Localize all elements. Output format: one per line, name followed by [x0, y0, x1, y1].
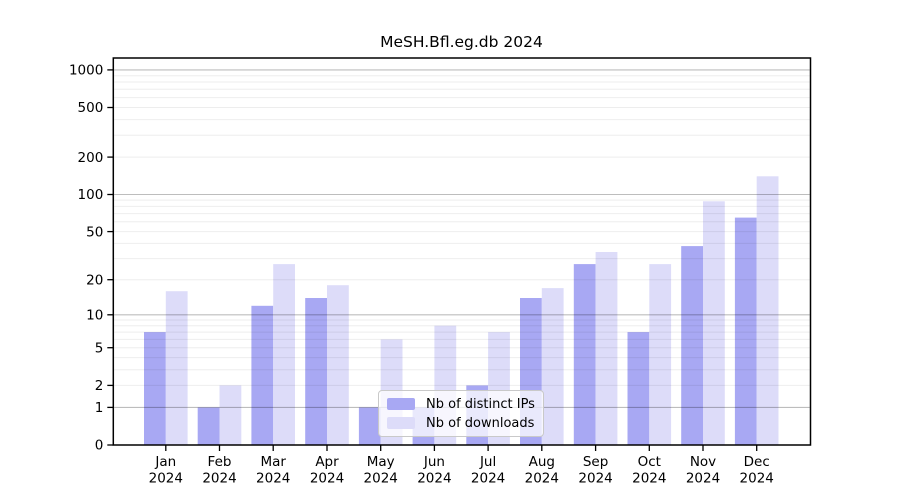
bar-downloads-apr-2024: [327, 285, 349, 445]
bar-distinct-ips-dec-2024: [734, 217, 757, 445]
y-tick-label-0: 0: [95, 438, 104, 454]
legend-swatch-downloads: [387, 417, 415, 429]
bar-downloads-aug-2024: [541, 288, 564, 445]
bar-downloads-oct-2024: [649, 264, 672, 445]
bar-distinct-ips-apr-2024: [305, 298, 327, 445]
x-tick-label-month-aug-2024: Aug: [529, 454, 555, 470]
x-tick-label-year-may-2024: 2024: [364, 471, 398, 487]
y-tick-label-100: 100: [78, 187, 104, 203]
x-tick-label-month-mar-2024: Mar: [260, 454, 286, 470]
x-tick-label-month-jul-2024: Jul: [479, 454, 496, 470]
x-tick-label-year-mar-2024: 2024: [256, 471, 290, 487]
bar-distinct-ips-may-2024: [358, 407, 381, 445]
bar-downloads-mar-2024: [273, 264, 295, 445]
legend-swatch-distinct-ips: [387, 398, 415, 410]
x-tick-label-year-oct-2024: 2024: [632, 471, 666, 487]
x-tick-label-year-nov-2024: 2024: [686, 471, 720, 487]
x-tick-label-month-feb-2024: Feb: [208, 454, 232, 470]
chart-title: MeSH.Bfl.eg.db 2024: [380, 33, 543, 51]
y-tick-label-10: 10: [86, 308, 103, 324]
y-tick-label-500: 500: [78, 100, 104, 116]
bar-downloads-feb-2024: [219, 385, 242, 445]
x-tick-label-year-aug-2024: 2024: [525, 471, 559, 487]
x-tick-label-month-apr-2024: Apr: [315, 454, 339, 470]
y-tick-label-1000: 1000: [69, 63, 103, 79]
legend-item-distinct-ips: Nb of distinct IPs: [387, 396, 535, 412]
bar-downloads-nov-2024: [703, 201, 725, 445]
bar-distinct-ips-sep-2024: [573, 264, 596, 445]
y-tick-label-50: 50: [86, 224, 103, 240]
x-tick-label-year-jul-2024: 2024: [471, 471, 505, 487]
legend-item-downloads: Nb of downloads: [387, 415, 535, 431]
legend-label-distinct-ips: Nb of distinct IPs: [426, 396, 535, 412]
x-tick-label-year-apr-2024: 2024: [310, 471, 344, 487]
bar-distinct-ips-mar-2024: [251, 305, 274, 445]
x-tick-label-year-sep-2024: 2024: [578, 471, 612, 487]
bar-downloads-jan-2024: [165, 291, 188, 445]
bar-downloads-sep-2024: [595, 252, 618, 445]
y-tick-label-2: 2: [95, 378, 104, 394]
x-tick-label-month-sep-2024: Sep: [583, 454, 608, 470]
x-tick-label-month-nov-2024: Nov: [690, 454, 716, 470]
bar-distinct-ips-nov-2024: [681, 246, 703, 445]
x-tick-label-month-dec-2024: Dec: [744, 454, 770, 470]
bar-downloads-dec-2024: [756, 176, 779, 445]
x-tick-label-year-feb-2024: 2024: [202, 471, 236, 487]
x-tick-label-year-jun-2024: 2024: [417, 471, 451, 487]
bar-distinct-ips-jan-2024: [144, 332, 166, 445]
y-tick-label-5: 5: [95, 340, 104, 356]
x-tick-label-month-jun-2024: Jun: [423, 454, 445, 470]
plot-border: [112, 57, 812, 446]
x-tick-label-year-jan-2024: 2024: [149, 471, 183, 487]
x-tick-label-month-jan-2024: Jan: [154, 454, 176, 470]
x-tick-label-month-oct-2024: Oct: [638, 454, 661, 470]
bar-distinct-ips-feb-2024: [197, 407, 220, 445]
y-tick-label-1: 1: [95, 400, 104, 416]
y-tick-label-20: 20: [86, 272, 103, 288]
x-tick-label-year-dec-2024: 2024: [740, 471, 774, 487]
legend: Nb of distinct IPs Nb of downloads: [378, 390, 544, 437]
y-tick-label-200: 200: [78, 150, 104, 166]
bar-distinct-ips-oct-2024: [627, 332, 650, 445]
x-tick-label-month-may-2024: May: [367, 454, 395, 470]
legend-label-downloads: Nb of downloads: [426, 415, 535, 431]
